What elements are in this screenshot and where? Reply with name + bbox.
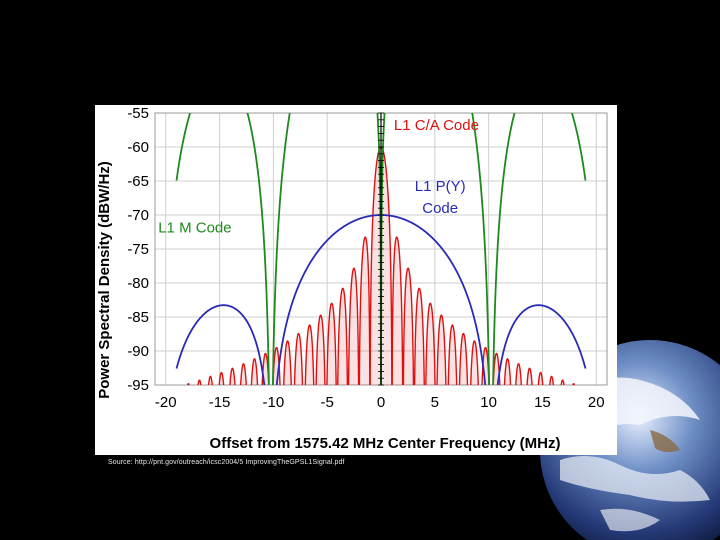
series-label-2: L1 M Code	[158, 220, 231, 237]
chart-panel: -55 -60 -65 -70 -75 -80 -85 -90 -95 -20 -15 -10 -5 0 5…	[95, 105, 617, 455]
series-label-0: L1 C/A Code	[394, 117, 479, 134]
psd-chart: -55 -60 -65 -70 -75 -80 -85 -90 -95 -20 -15 -10 -5 0 5…	[96, 105, 608, 452]
x-tick-label: 5	[431, 394, 439, 411]
y-axis-title: Power Spectral Density (dBW/Hz)	[96, 161, 113, 399]
x-tick-label: -15	[209, 394, 231, 411]
axes: -55 -60 -65 -70 -75 -80 -85 -90 -95 -20 -15 -10 -5 0 5…	[127, 105, 604, 411]
x-tick-label: -10	[263, 394, 285, 411]
y-tick-label: -70	[127, 207, 149, 224]
series-labels: L1 C/A Code L1 P(Y) Code L1 M Code	[158, 117, 479, 237]
x-tick-label: 0	[377, 394, 385, 411]
y-tick-label: -85	[127, 309, 149, 326]
y-tick-label: -60	[127, 139, 149, 156]
series-label-1: Code	[422, 200, 458, 217]
x-axis-title: Offset from 1575.42 MHz Center Frequency…	[210, 435, 561, 452]
series-label-1: L1 P(Y)	[415, 178, 466, 195]
y-tick-label: -80	[127, 275, 149, 292]
source-note: Source: http://pnt.gov/outreach/icsc2004…	[108, 459, 345, 466]
x-tick-label: 15	[534, 394, 551, 411]
y-tick-label: -55	[127, 105, 149, 122]
y-tick-label: -95	[127, 377, 149, 394]
x-tick-label: -20	[155, 394, 177, 411]
y-tick-label: -90	[127, 343, 149, 360]
y-tick-label: -65	[127, 173, 149, 190]
x-tick-label: -5	[321, 394, 334, 411]
y-tick-label: -75	[127, 241, 149, 258]
x-tick-label: 20	[588, 394, 605, 411]
x-tick-label: 10	[480, 394, 497, 411]
